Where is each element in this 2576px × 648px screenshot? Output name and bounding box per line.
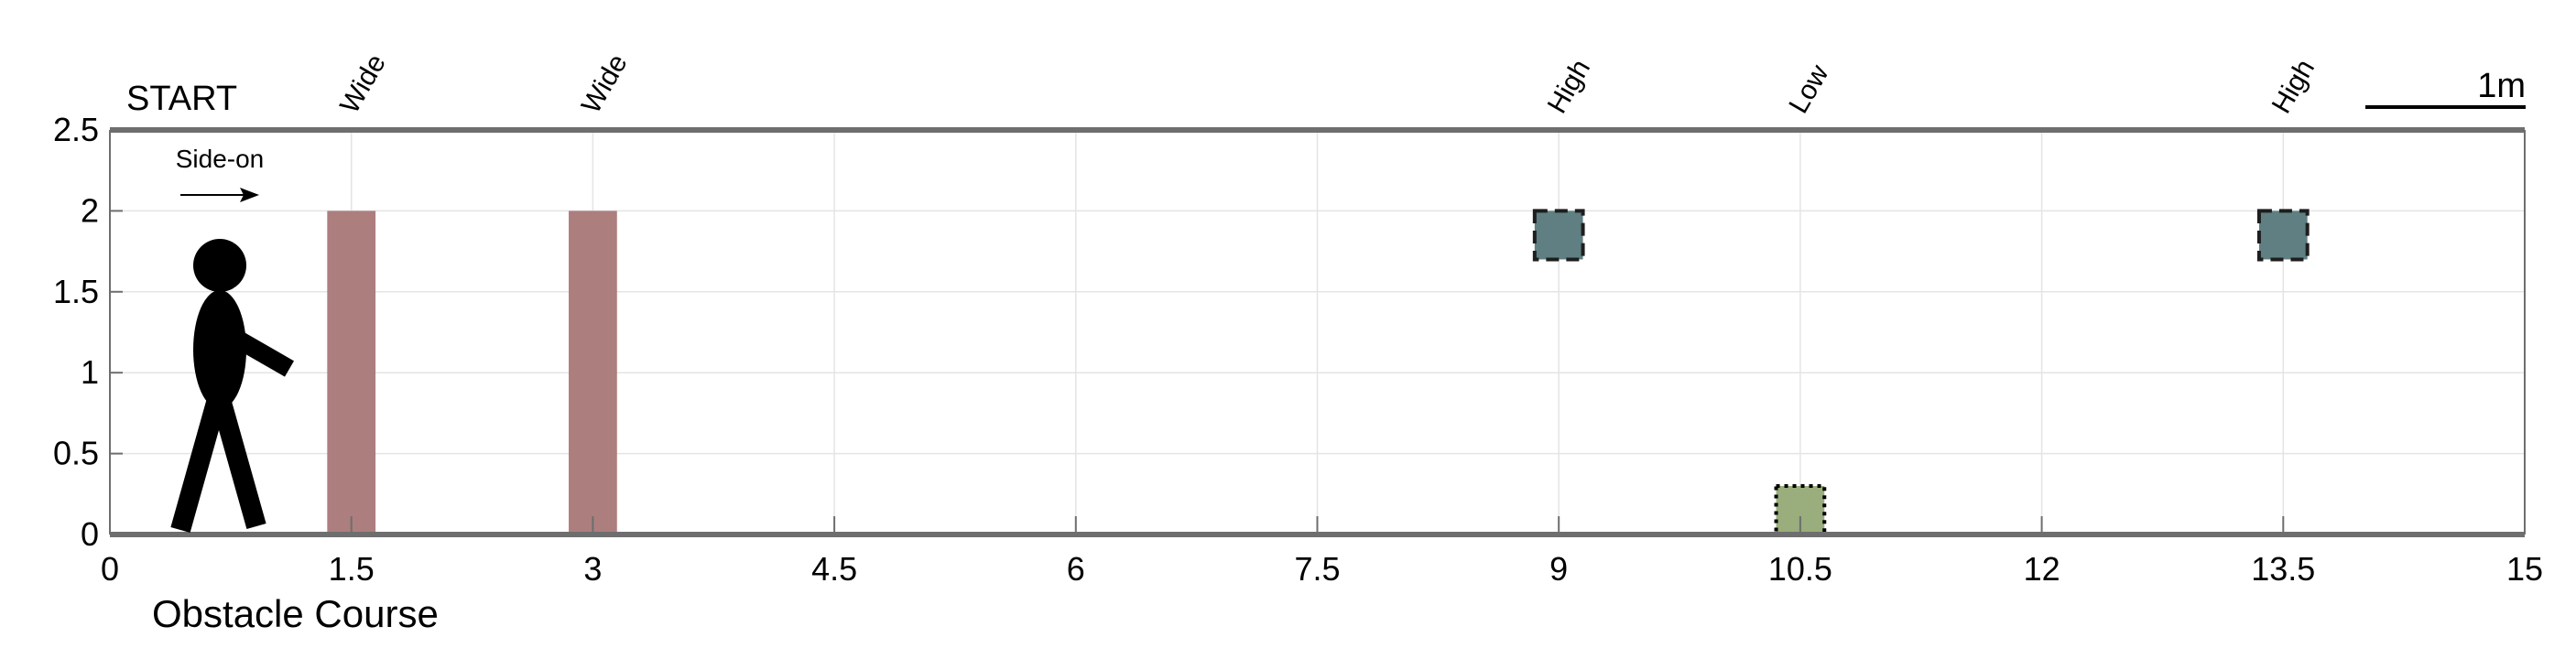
x-tick-label: 7.5: [1294, 550, 1340, 588]
axes: [109, 127, 2526, 537]
figure-caption: Obstacle Course: [152, 592, 439, 635]
obstacle-high-5: [2256, 209, 2310, 262]
obstacle-wide-2: [569, 211, 617, 535]
walker-icon: [170, 239, 294, 533]
y-tick-label: 0.5: [53, 435, 99, 472]
x-tick-label: 3: [583, 550, 602, 588]
walker-leg-left: [170, 400, 226, 533]
scale-label: 1m: [2477, 67, 2526, 105]
start-label: START: [126, 80, 237, 118]
obstacles: [327, 209, 2310, 537]
obstacle-high-3: [1532, 209, 1585, 262]
obstacle-label: Low: [1783, 59, 1834, 118]
y-tick-label: 1: [81, 353, 99, 391]
x-tick-label: 6: [1067, 550, 1085, 588]
tick-labels: 0 1.5 3 4.5 6 7.5 9 10.5 12 13.5 15 0 0.5 1 1.5 2 2.5: [53, 111, 2543, 588]
x-tick-label: 10.5: [1768, 550, 1832, 588]
y-tick-label: 2: [81, 191, 99, 229]
x-tick-label: 13.5: [2251, 550, 2315, 588]
direction-arrow-icon: [180, 188, 259, 202]
obstacle-labels: Wide Wide High Low High: [334, 49, 2321, 119]
walker-arm: [224, 326, 294, 377]
x-tick-label: 12: [2024, 550, 2060, 588]
obstacle-label: High: [2266, 55, 2321, 119]
y-tick-label: 2.5: [53, 111, 99, 148]
walker-head: [193, 239, 246, 292]
obstacle-label: High: [1542, 55, 1596, 119]
x-tick-label: 0: [101, 550, 119, 588]
x-tick-label: 9: [1549, 550, 1568, 588]
x-tick-label: 4.5: [811, 550, 857, 588]
grid-lines: [109, 129, 2526, 535]
x-tick-label: 15: [2506, 550, 2543, 588]
obstacle-wide-1: [327, 211, 376, 535]
x-tick-label: 1.5: [329, 550, 375, 588]
y-tick-label: 0: [81, 515, 99, 553]
obstacle-label: Wide: [576, 49, 634, 119]
obstacle-label: Wide: [334, 49, 392, 119]
y-tick-label: 1.5: [53, 273, 99, 310]
walker-body: [193, 290, 246, 409]
walker-leg-right: [212, 400, 266, 529]
direction-label: Side-on: [176, 145, 265, 173]
